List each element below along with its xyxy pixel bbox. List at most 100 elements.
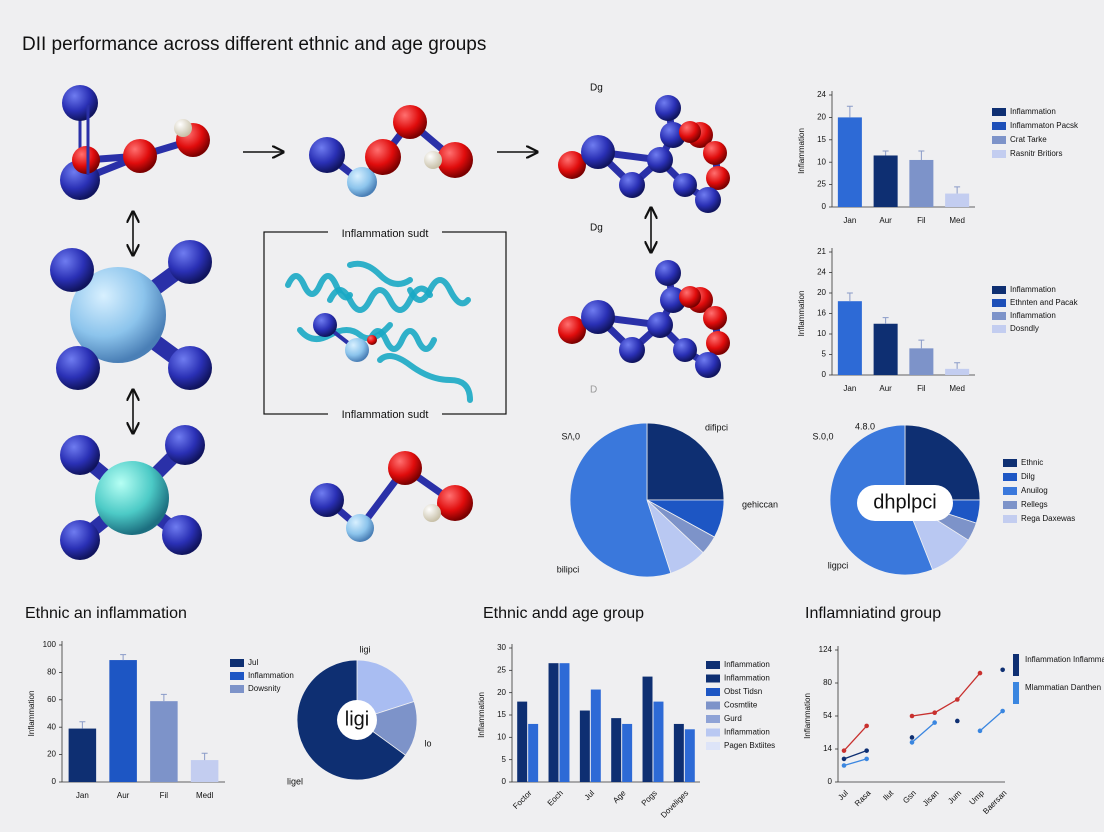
atom — [423, 504, 441, 522]
bar — [579, 710, 590, 782]
x-tick-label: Med — [949, 384, 965, 393]
slice-label: ligpci — [828, 560, 849, 570]
error-bar — [918, 339, 925, 349]
label: Dg — [590, 83, 603, 94]
y-tick-label: 124 — [819, 645, 833, 654]
error-bar — [79, 721, 86, 729]
pie-slice — [904, 424, 981, 501]
legend-label: Ethnten and Pacak — [1010, 298, 1079, 307]
y-axis-label: Inflammation — [797, 291, 806, 337]
slice-label: difipci — [705, 422, 728, 432]
atom — [174, 119, 192, 137]
y-tick-label: 10 — [817, 157, 826, 166]
error-bar — [882, 150, 889, 156]
bar — [611, 718, 622, 782]
error-bar — [120, 654, 127, 661]
x-tick-label: Fil — [917, 384, 926, 393]
y-tick-label: 16 — [817, 309, 826, 318]
atom — [655, 260, 681, 286]
legend-label: Anuilog — [1021, 486, 1048, 495]
x-tick-label: Foctor — [511, 788, 534, 811]
bar — [837, 301, 862, 375]
y-tick-label: 5 — [822, 350, 827, 359]
x-tick-label: Aur — [117, 791, 130, 800]
y-tick-label: 20 — [47, 750, 56, 759]
y-tick-label: 5 — [502, 755, 507, 764]
point — [977, 728, 983, 734]
x-tick-label: Baersan — [981, 789, 1008, 816]
y-tick-label: 20 — [817, 113, 826, 122]
atom — [581, 300, 615, 334]
point — [1000, 667, 1005, 673]
pie-slice — [356, 700, 418, 756]
slice-label: lo — [424, 738, 431, 748]
pie-slice — [356, 659, 415, 721]
atom — [437, 485, 473, 521]
protein-ribbon — [407, 277, 471, 307]
chart-title: Inflamniatind group — [805, 605, 941, 622]
slice-label: gehiccan — [742, 499, 778, 509]
point — [909, 735, 915, 740]
legend-swatch — [992, 122, 1006, 130]
bar — [590, 689, 601, 782]
bar — [837, 117, 862, 207]
legend-label: Inflammation — [1010, 285, 1056, 294]
atom — [393, 105, 427, 139]
y-tick-label: 21 — [817, 247, 826, 256]
y-tick-label: 10 — [817, 329, 826, 338]
atom — [162, 515, 202, 555]
x-tick-label: Fil — [160, 791, 169, 800]
y-tick-label: 25 — [497, 665, 506, 674]
protein-ribbon — [285, 273, 353, 301]
x-tick-label: Aur — [879, 384, 892, 393]
legend-swatch — [1003, 515, 1017, 523]
legend-swatch — [992, 286, 1006, 294]
atom — [313, 313, 337, 337]
slice-label: bilipci — [557, 564, 580, 574]
point — [955, 718, 960, 724]
y-tick-label: 24 — [817, 268, 826, 277]
error-bar — [846, 105, 853, 118]
legend-swatch — [992, 325, 1006, 333]
y-tick-label: 10 — [497, 732, 506, 741]
legend-swatch — [230, 685, 244, 693]
y-tick-label: 20 — [817, 288, 826, 297]
box-label: Inflammation sudt — [342, 409, 429, 421]
legend-label: Inflammation Inflammation Catnss — [1025, 655, 1104, 664]
legend-swatch — [706, 661, 720, 669]
atom — [660, 287, 686, 313]
y-tick-label: 15 — [497, 710, 506, 719]
atom — [168, 346, 212, 390]
x-tick-label: Med — [949, 216, 965, 225]
legend-swatch — [706, 701, 720, 710]
atom — [703, 141, 727, 165]
point — [909, 713, 915, 719]
atom — [581, 135, 615, 169]
legend-swatch — [706, 674, 720, 683]
pie-slice — [569, 422, 672, 578]
legend-swatch — [992, 299, 1006, 307]
y-tick-label: 80 — [823, 678, 832, 687]
legend-swatch — [1013, 682, 1019, 704]
x-tick-label: Jan — [76, 791, 89, 800]
point — [864, 723, 869, 729]
center-badge — [857, 485, 953, 521]
legend-swatch — [706, 728, 720, 737]
point — [932, 710, 937, 715]
y-tick-label: 15 — [817, 135, 826, 144]
legend-label: Dilg — [1021, 472, 1035, 481]
atom — [655, 95, 681, 121]
legend-label: Crat Tarke — [1010, 135, 1047, 144]
legend-swatch — [992, 150, 1006, 158]
legend-swatch — [1003, 501, 1017, 509]
legend-label: Inflammation — [1010, 107, 1056, 116]
point — [1000, 708, 1005, 714]
legend-label: Rega Daxewas — [1021, 514, 1075, 523]
center-label: ligi — [345, 708, 369, 730]
bar — [642, 676, 653, 782]
atom — [310, 483, 344, 517]
bar — [653, 701, 664, 782]
x-tick-label: Pogs — [640, 789, 659, 808]
y-tick-label: 40 — [47, 722, 56, 731]
atom — [706, 166, 730, 190]
